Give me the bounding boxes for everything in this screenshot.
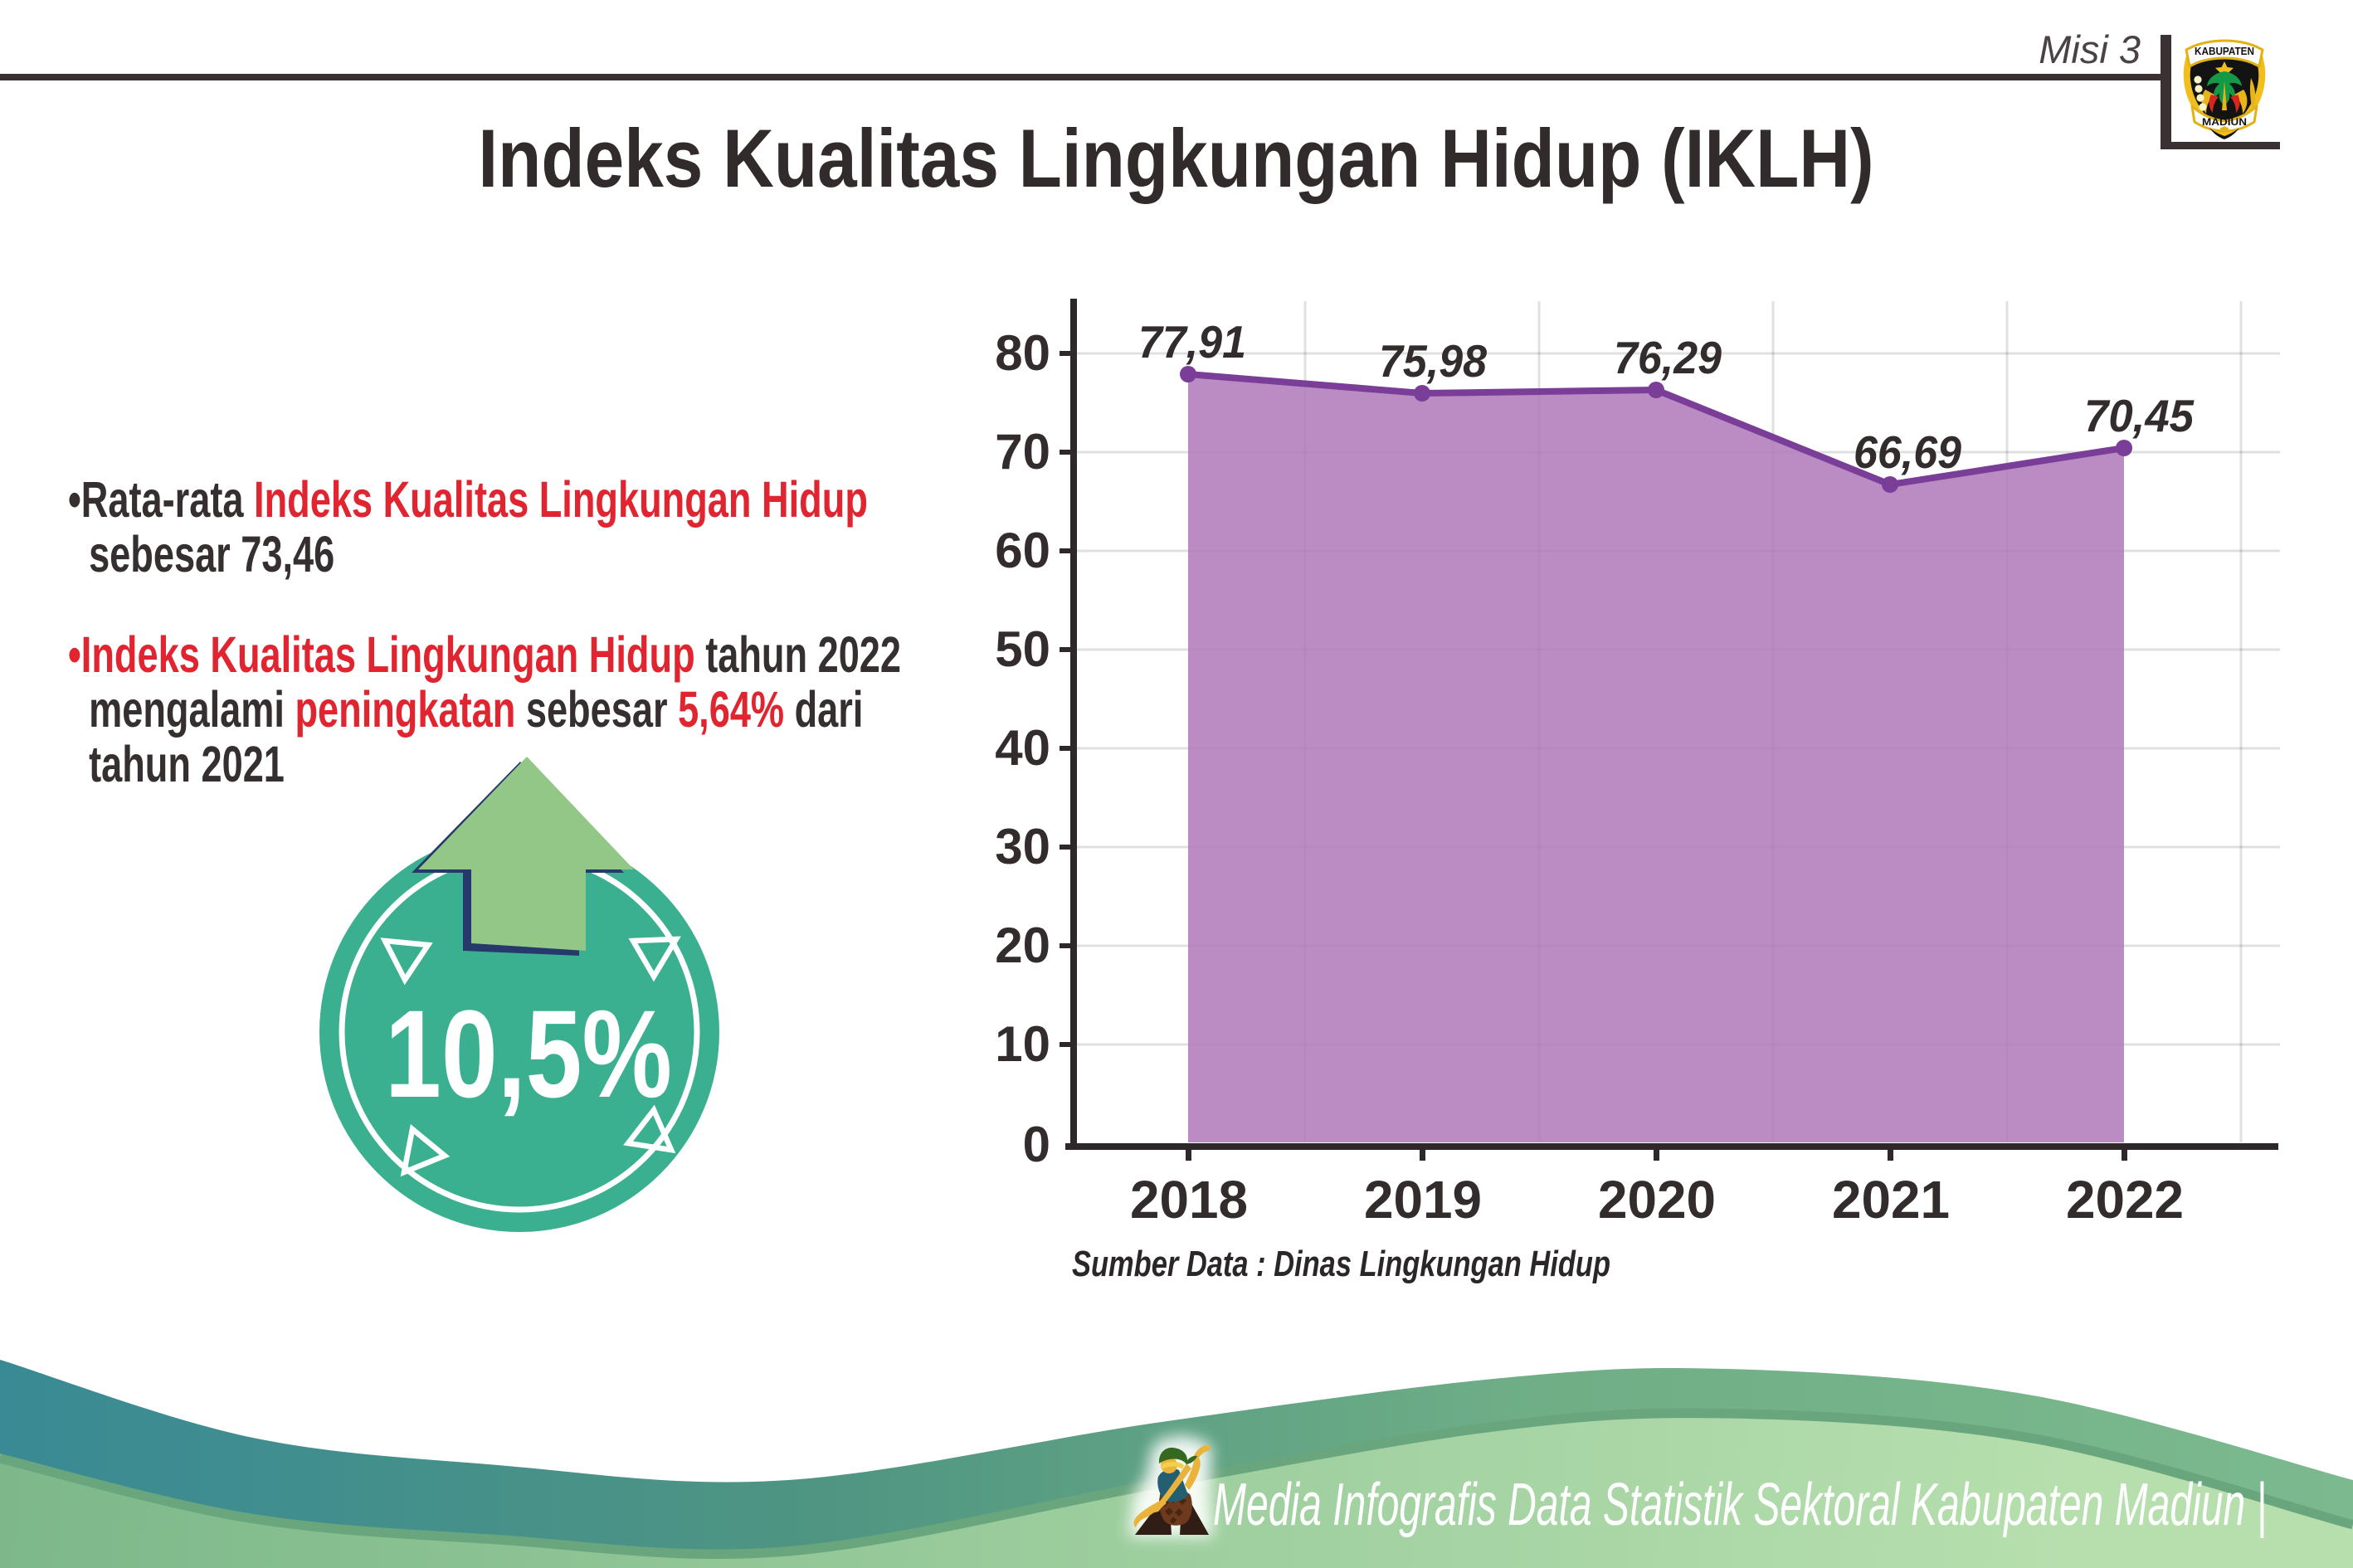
svg-text:75,98: 75,98 <box>1379 335 1487 387</box>
svg-text:40: 40 <box>995 720 1050 776</box>
svg-text:MADIUN: MADIUN <box>2202 116 2247 128</box>
svg-text:2020: 2020 <box>1598 1170 1716 1230</box>
svg-text:80: 80 <box>995 325 1050 381</box>
svg-text:KABUPATEN: KABUPATEN <box>2195 46 2254 57</box>
svg-text:70: 70 <box>995 424 1050 480</box>
svg-text:76,29: 76,29 <box>1614 332 1722 383</box>
svg-text:30: 30 <box>995 819 1050 874</box>
svg-text:77,91: 77,91 <box>1138 316 1246 368</box>
svg-text:2022: 2022 <box>2066 1170 2184 1230</box>
svg-text:Media Infografis Data Statisti: Media Infografis Data Statistik Sektoral… <box>1213 1472 2267 1538</box>
svg-text:2021: 2021 <box>1832 1170 1950 1230</box>
svg-text:10,5%: 10,5% <box>385 984 672 1123</box>
svg-text:60: 60 <box>995 523 1050 578</box>
svg-text:Sumber Data : Dinas Lingkungan: Sumber Data : Dinas Lingkungan Hidup <box>1072 1244 1610 1284</box>
svg-text:0: 0 <box>1023 1117 1050 1172</box>
svg-text:2018: 2018 <box>1130 1170 1248 1230</box>
svg-text:10: 10 <box>995 1016 1050 1072</box>
svg-text:2019: 2019 <box>1364 1170 1482 1230</box>
svg-text:66,69: 66,69 <box>1854 426 1961 478</box>
svg-text:50: 50 <box>995 621 1050 677</box>
svg-text:70,45: 70,45 <box>2084 390 2195 441</box>
svg-text:20: 20 <box>995 918 1050 973</box>
